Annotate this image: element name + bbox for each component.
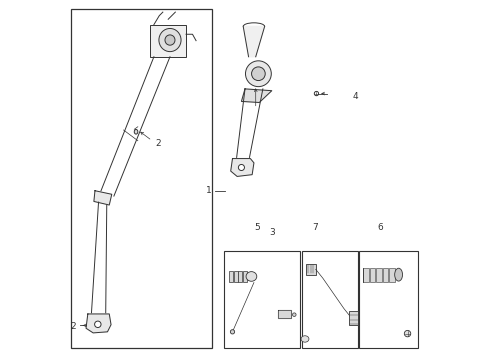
- Bar: [302, 251, 358, 348]
- Ellipse shape: [394, 268, 402, 281]
- Bar: [223, 251, 300, 348]
- Bar: [389, 267, 394, 282]
- Bar: [376, 267, 382, 282]
- Ellipse shape: [314, 91, 319, 96]
- Ellipse shape: [159, 28, 181, 51]
- Ellipse shape: [245, 61, 271, 87]
- Polygon shape: [242, 89, 272, 103]
- Ellipse shape: [230, 330, 235, 334]
- Bar: [243, 271, 247, 282]
- Bar: [229, 271, 233, 282]
- Bar: [71, 9, 212, 348]
- Polygon shape: [231, 158, 254, 176]
- Text: 2: 2: [71, 322, 76, 331]
- Text: 3: 3: [269, 228, 275, 237]
- Ellipse shape: [404, 330, 411, 337]
- Ellipse shape: [239, 165, 245, 171]
- Ellipse shape: [134, 130, 138, 134]
- Polygon shape: [86, 314, 111, 333]
- Text: 7: 7: [312, 223, 318, 232]
- FancyBboxPatch shape: [349, 311, 358, 325]
- FancyBboxPatch shape: [150, 24, 186, 57]
- Text: 1: 1: [206, 186, 212, 195]
- Ellipse shape: [251, 67, 265, 81]
- FancyBboxPatch shape: [306, 264, 316, 275]
- Polygon shape: [278, 310, 291, 318]
- Ellipse shape: [246, 272, 257, 281]
- Bar: [234, 271, 238, 282]
- Bar: [369, 267, 375, 282]
- Bar: [383, 267, 388, 282]
- Text: 2: 2: [156, 139, 161, 148]
- Bar: [238, 271, 242, 282]
- Polygon shape: [243, 26, 265, 57]
- Text: 6: 6: [378, 223, 384, 232]
- Ellipse shape: [301, 336, 309, 342]
- Text: 5: 5: [255, 223, 260, 232]
- Ellipse shape: [95, 321, 101, 328]
- Text: 4: 4: [352, 91, 358, 100]
- Ellipse shape: [293, 313, 296, 316]
- Bar: [363, 267, 369, 282]
- Polygon shape: [94, 191, 112, 205]
- Ellipse shape: [165, 35, 175, 45]
- Bar: [359, 251, 418, 348]
